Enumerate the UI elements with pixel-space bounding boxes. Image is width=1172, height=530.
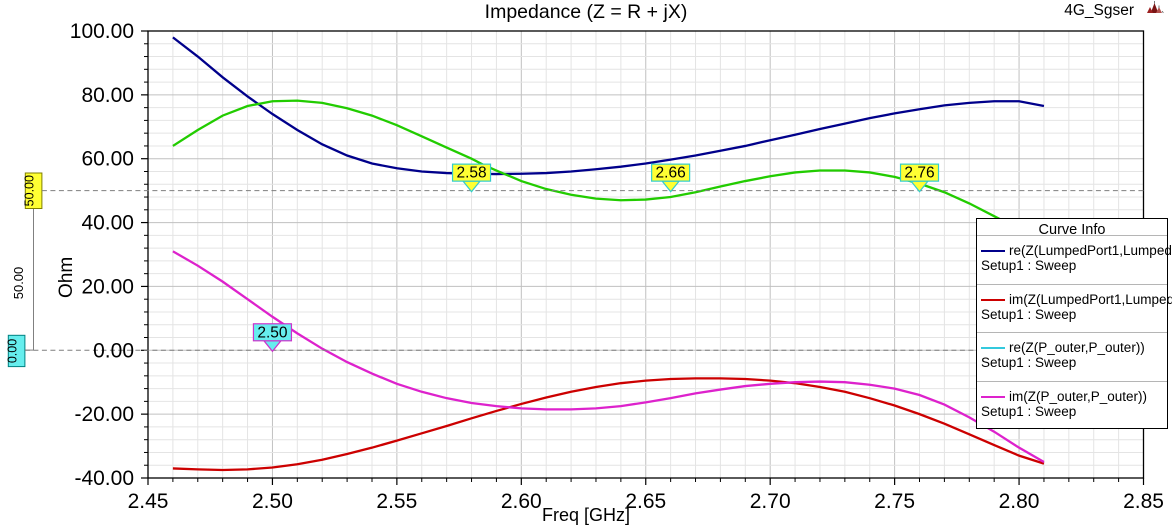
svg-text:20.00: 20.00	[81, 275, 134, 298]
svg-text:40.00: 40.00	[81, 212, 134, 235]
svg-text:0.00: 0.00	[93, 339, 134, 362]
svg-text:50.00: 50.00	[11, 267, 26, 300]
svg-text:2.76: 2.76	[904, 165, 934, 182]
svg-text:2.66: 2.66	[656, 165, 686, 182]
svg-text:2.58: 2.58	[456, 165, 486, 182]
svg-text:-20.00: -20.00	[74, 403, 134, 426]
svg-text:50.00: 50.00	[23, 175, 37, 206]
svg-text:0.00: 0.00	[6, 339, 20, 363]
svg-text:2.50: 2.50	[257, 324, 288, 341]
svg-text:60.00: 60.00	[81, 148, 134, 171]
svg-text:80.00: 80.00	[81, 84, 134, 107]
svg-text:-40.00: -40.00	[74, 467, 134, 490]
